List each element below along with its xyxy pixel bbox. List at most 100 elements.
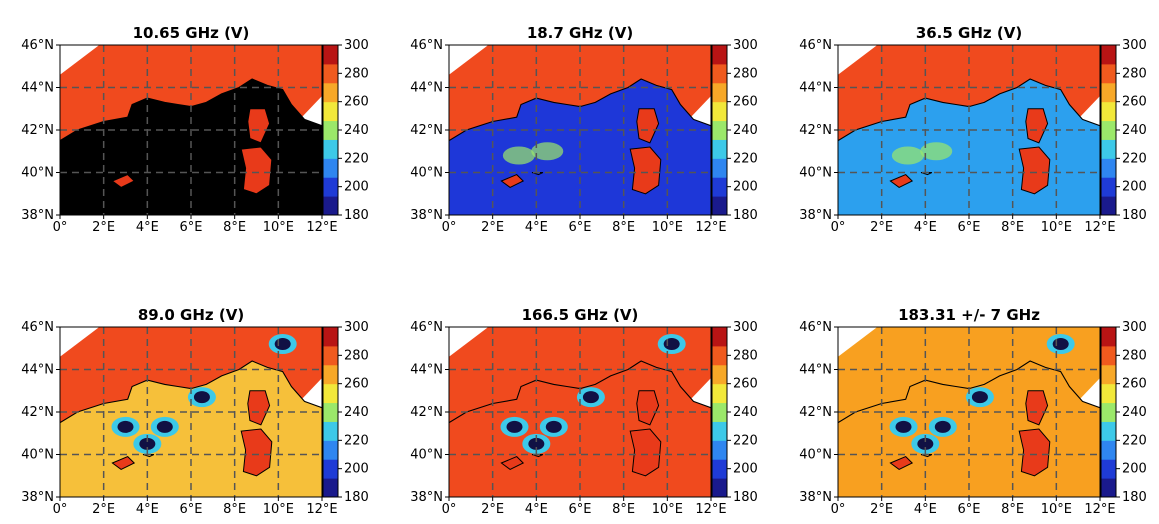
y-tick-label: 46°N	[410, 38, 443, 53]
colorbar-segment	[1101, 139, 1116, 159]
coastline	[838, 360, 1100, 424]
mallorca	[501, 174, 524, 188]
x-tick-label: 4°E	[525, 502, 548, 517]
y-tick-label: 46°N	[410, 320, 443, 335]
x-tick-label: 10°E	[263, 502, 294, 517]
x-tick-label: 2°E	[481, 220, 504, 235]
y-tick-label: 38°N	[799, 208, 832, 223]
precip-core	[917, 437, 934, 450]
colorbar-label: 220	[733, 151, 758, 166]
colorbar-label: 200	[733, 180, 758, 195]
colorbar-label: 260	[344, 95, 369, 110]
sardinia	[630, 147, 661, 194]
colorbar-segment	[1101, 82, 1116, 103]
mallorca-outline	[500, 174, 525, 188]
colorbar-label: 260	[733, 377, 758, 392]
colorbar-segment	[712, 421, 727, 441]
x-tick-label: 12°E	[695, 220, 726, 235]
colorbar-segment	[1101, 101, 1116, 122]
mallorca-outline	[889, 174, 914, 188]
colorbar-segment	[1101, 120, 1116, 140]
colorbar-segment	[323, 45, 338, 65]
moist-patch	[920, 142, 953, 161]
gridlines	[60, 327, 322, 497]
y-tick-label: 44°N	[799, 81, 832, 96]
colorbar-segment	[323, 345, 338, 366]
corsica	[1025, 390, 1048, 425]
corsica	[636, 108, 659, 143]
precip-core	[528, 437, 545, 450]
sardinia	[1019, 147, 1050, 194]
colorbar-segment	[712, 45, 727, 65]
mallorca	[112, 456, 135, 470]
colorbar-segment	[323, 327, 338, 347]
precip-core	[1052, 338, 1069, 350]
x-tick-label: 8°E	[223, 220, 246, 235]
precip-core	[582, 391, 599, 404]
y-tick-label: 44°N	[410, 363, 443, 378]
y-tick-label: 44°N	[21, 363, 54, 378]
x-tick-label: 0°	[442, 502, 457, 517]
colorbar-segment	[323, 421, 338, 441]
colorbar-label: 260	[1122, 377, 1147, 392]
corsica-outline	[1025, 390, 1049, 426]
y-tick-label: 40°N	[21, 448, 54, 463]
colorbar-segment	[712, 459, 727, 479]
colorbar-segment	[712, 383, 727, 404]
colorbar-label: 280	[733, 66, 758, 81]
x-tick-label: 4°E	[914, 220, 937, 235]
colorbar-label: 200	[1122, 180, 1147, 195]
mallorca	[890, 174, 913, 188]
x-tick-label: 2°E	[870, 502, 893, 517]
colorbar-segment	[1101, 383, 1116, 404]
colorbar-label: 280	[344, 348, 369, 363]
colorbar-segment	[323, 196, 338, 216]
colorbar-segment	[1101, 45, 1116, 65]
y-tick-label: 44°N	[410, 81, 443, 96]
colorbar-segment	[712, 82, 727, 103]
colorbar-label: 300	[1122, 38, 1147, 53]
y-tick-label: 46°N	[21, 38, 54, 53]
x-tick-label: 10°E	[263, 220, 294, 235]
coastline	[60, 360, 322, 424]
panel-1: 10.65 GHz (V) 0° 2°E 4°E 6°E 8°E 10°E 12°E 38°N 4…	[21, 24, 369, 235]
y-tick-label: 42°N	[799, 405, 832, 420]
colorbar-segment	[712, 139, 727, 159]
y-tick-label: 38°N	[410, 490, 443, 505]
precip-core	[193, 391, 210, 404]
colorbar-label: 220	[1122, 433, 1147, 448]
colorbar-label: 220	[344, 151, 369, 166]
x-tick-label: 8°E	[223, 502, 246, 517]
colorbar-segment	[712, 478, 727, 498]
colorbar-label: 180	[733, 208, 758, 223]
colorbar-segment	[712, 63, 727, 84]
colorbar-segment	[712, 120, 727, 140]
x-tick-label: 10°E	[652, 220, 683, 235]
coastline	[838, 78, 1100, 142]
panel-3: 36.5 GHz (V) 0° 2°E 4°E 6°E 8°E 10°E 12°E 38°N 40…	[799, 24, 1147, 235]
colorbar-segment	[712, 402, 727, 422]
y-tick-label: 44°N	[799, 363, 832, 378]
colorbar-label: 300	[344, 38, 369, 53]
x-tick-label: 12°E	[306, 502, 337, 517]
corsica-outline	[247, 390, 271, 426]
mallorca	[501, 456, 524, 470]
gridlines	[838, 45, 1100, 215]
colorbar-label: 240	[344, 123, 369, 138]
gridlines	[838, 327, 1100, 497]
y-tick-label: 40°N	[410, 448, 443, 463]
colorbar-segment	[1101, 459, 1116, 479]
colorbar-segment	[712, 345, 727, 366]
colorbar-segment	[323, 101, 338, 122]
colorbar-segment	[1101, 478, 1116, 498]
y-tick-label: 42°N	[21, 405, 54, 420]
y-tick-label: 40°N	[410, 166, 443, 181]
colorbar-segment	[323, 63, 338, 84]
x-tick-label: 0°	[53, 502, 68, 517]
x-tick-label: 12°E	[1084, 220, 1115, 235]
colorbar-segment	[712, 158, 727, 178]
colorbar-label: 280	[344, 66, 369, 81]
panel-2: 18.7 GHz (V) 0° 2°E 4°E 6°E 8°E 10°E 12°E 38°N 40…	[410, 24, 758, 235]
precip-core	[117, 420, 134, 433]
y-tick-label: 38°N	[21, 208, 54, 223]
